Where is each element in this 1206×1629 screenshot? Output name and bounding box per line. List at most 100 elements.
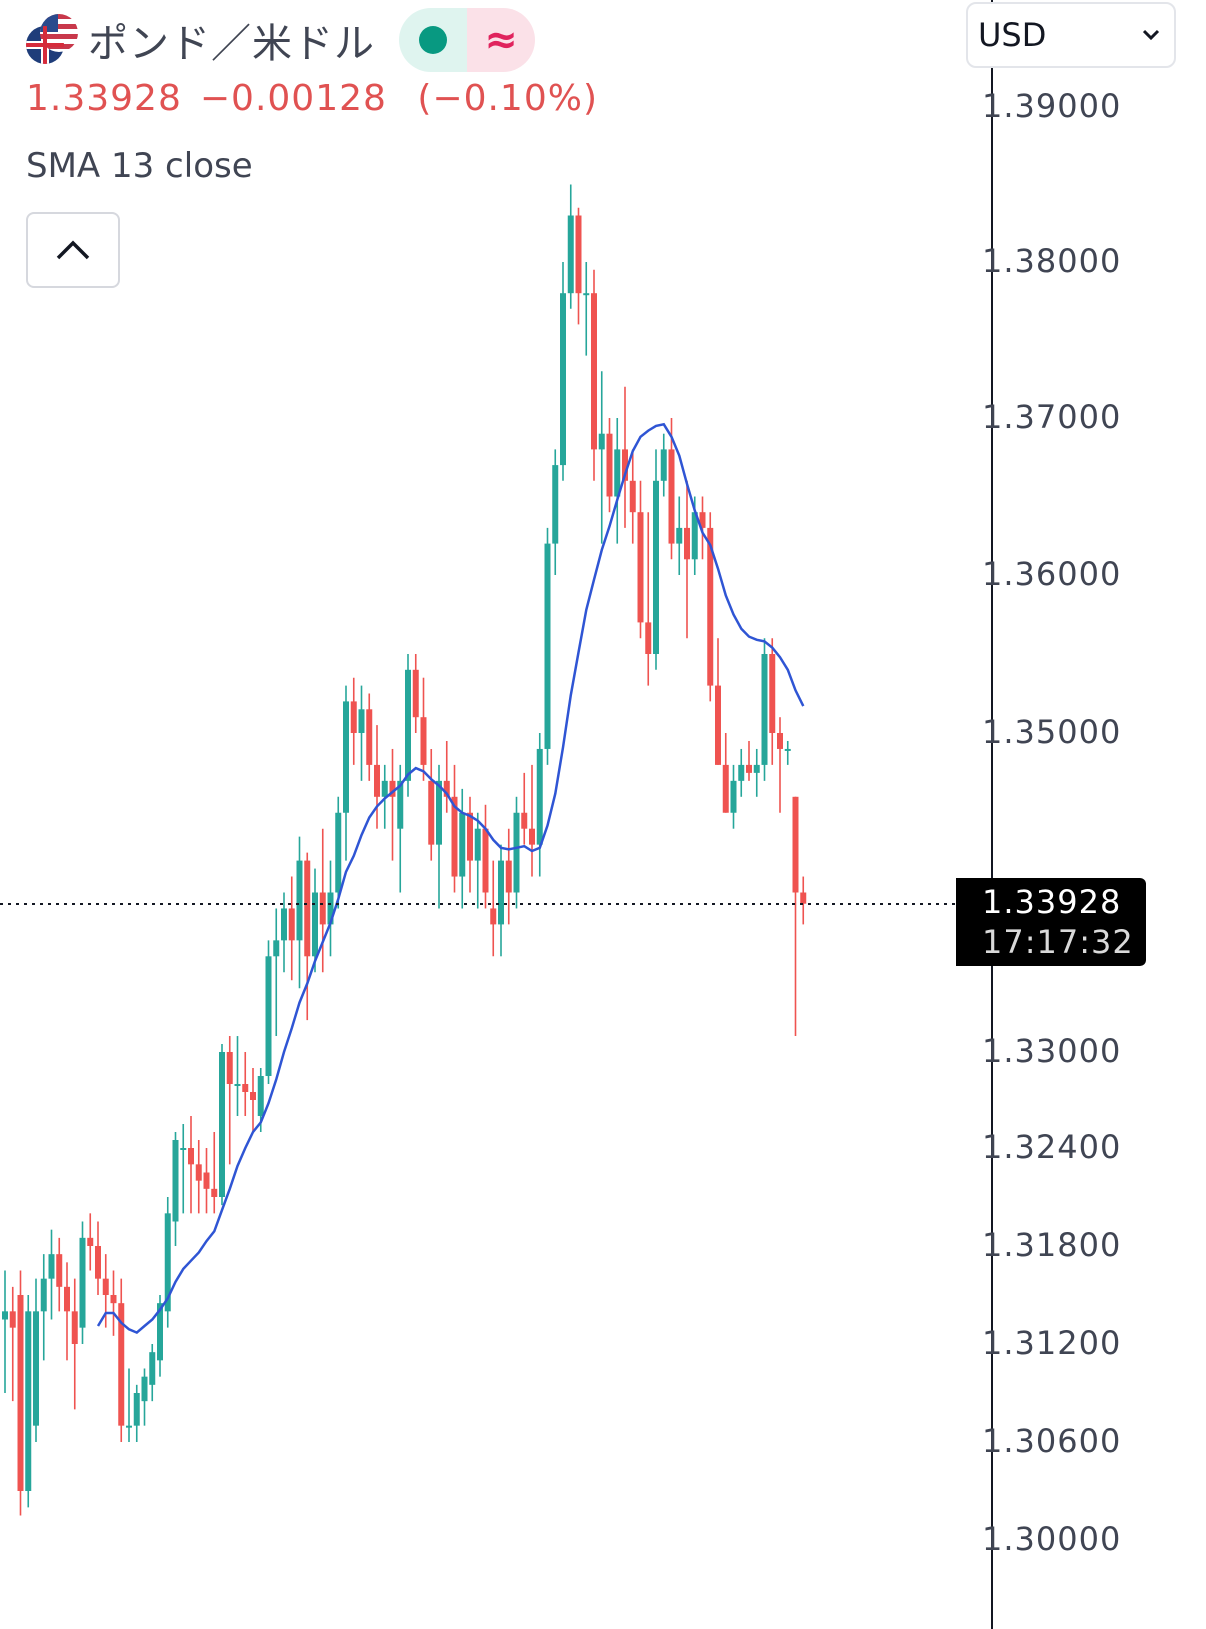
candle — [304, 852, 311, 1021]
candle-body — [48, 1254, 55, 1279]
candle — [505, 828, 512, 925]
candle-body — [769, 654, 776, 733]
gbp-usd-flags-icon — [26, 14, 78, 66]
candle-body — [164, 1213, 171, 1312]
candle — [746, 740, 752, 781]
candle — [203, 1148, 210, 1214]
candle-body — [668, 449, 675, 544]
candle-body — [9, 1311, 16, 1328]
candle — [234, 1036, 241, 1116]
candle-body — [420, 717, 427, 765]
candle-body — [436, 780, 442, 845]
candle — [622, 386, 628, 528]
candle — [389, 748, 396, 861]
candle-body — [474, 828, 481, 861]
candle-body — [87, 1237, 94, 1246]
candle — [474, 812, 481, 909]
price-axis-label: 1.39000 — [982, 87, 1122, 125]
candle-body — [226, 1052, 233, 1084]
candle — [180, 1124, 187, 1214]
price-axis-label: 1.32400 — [982, 1128, 1122, 1166]
candle-body — [498, 860, 504, 925]
candle — [242, 1052, 249, 1116]
candle-body — [319, 892, 326, 925]
candle — [87, 1213, 94, 1271]
candle — [777, 717, 783, 813]
candle-body — [64, 1286, 70, 1312]
candle — [195, 1140, 202, 1214]
candle-body — [451, 796, 458, 877]
candle-body — [219, 1052, 225, 1197]
candle — [482, 804, 489, 909]
candle-body — [141, 1376, 148, 1402]
currency-select[interactable]: USD — [966, 2, 1176, 68]
candle — [48, 1229, 55, 1320]
candle-body — [358, 709, 365, 733]
candle — [374, 725, 380, 829]
last-price: 1.33928 — [26, 78, 182, 119]
candle — [95, 1221, 101, 1295]
candle — [288, 876, 295, 981]
candle-body — [591, 293, 597, 450]
candle-body — [250, 1092, 256, 1100]
candle-body — [699, 512, 706, 528]
candle — [451, 764, 458, 893]
candle — [428, 748, 435, 861]
chevron-down-icon — [1142, 29, 1160, 41]
candle — [226, 1036, 233, 1165]
candle — [366, 693, 373, 781]
candle — [591, 269, 597, 481]
chevron-up-icon — [56, 240, 90, 260]
candle-body — [257, 1076, 264, 1116]
candle-body — [304, 860, 311, 957]
candle — [188, 1116, 194, 1214]
collapse-legend-button[interactable] — [26, 212, 120, 288]
candle — [420, 677, 427, 781]
candle — [319, 828, 326, 973]
candle — [350, 677, 357, 765]
candle-body — [389, 780, 396, 797]
candle-body — [746, 764, 752, 773]
status-pill[interactable]: ≈ — [399, 8, 535, 72]
candle — [521, 772, 528, 845]
price-axis-label: 1.30600 — [982, 1422, 1122, 1460]
candle — [56, 1237, 63, 1312]
currency-value: USD — [978, 16, 1047, 54]
candle-body — [521, 812, 528, 829]
candle — [381, 764, 388, 829]
price-change: −0.00128 — [199, 78, 387, 119]
candle — [459, 788, 466, 909]
candle-body — [343, 701, 349, 813]
candle — [560, 262, 566, 481]
candle — [498, 844, 504, 957]
candle — [614, 418, 621, 544]
candle-body — [691, 512, 698, 560]
candle — [118, 1278, 125, 1442]
candle-body — [288, 908, 295, 941]
candle — [40, 1254, 47, 1361]
indicator-legend[interactable]: SMA 13 close — [26, 146, 253, 186]
candle — [133, 1384, 140, 1442]
candle — [164, 1197, 171, 1328]
candle-body — [71, 1311, 78, 1344]
candle — [645, 512, 652, 686]
candle-body — [133, 1393, 140, 1426]
candle-body — [482, 828, 489, 893]
candle-body — [381, 780, 388, 797]
candle-body — [188, 1148, 194, 1165]
candle — [637, 480, 644, 639]
candle-body — [800, 892, 807, 904]
price-axis-label: 1.38000 — [982, 242, 1122, 280]
candle — [79, 1221, 86, 1344]
candle — [265, 940, 272, 1084]
candle-body — [157, 1303, 163, 1361]
candle-body — [79, 1237, 86, 1328]
candle — [544, 527, 551, 765]
last-price-tag-price: 1.33928 — [982, 883, 1122, 921]
candle-body — [25, 1311, 32, 1491]
candle-body — [126, 1425, 132, 1428]
candle-body — [792, 796, 799, 893]
candle — [769, 638, 776, 765]
last-price-tag-time: 17:17:32 — [982, 923, 1134, 961]
candle — [219, 1044, 225, 1206]
